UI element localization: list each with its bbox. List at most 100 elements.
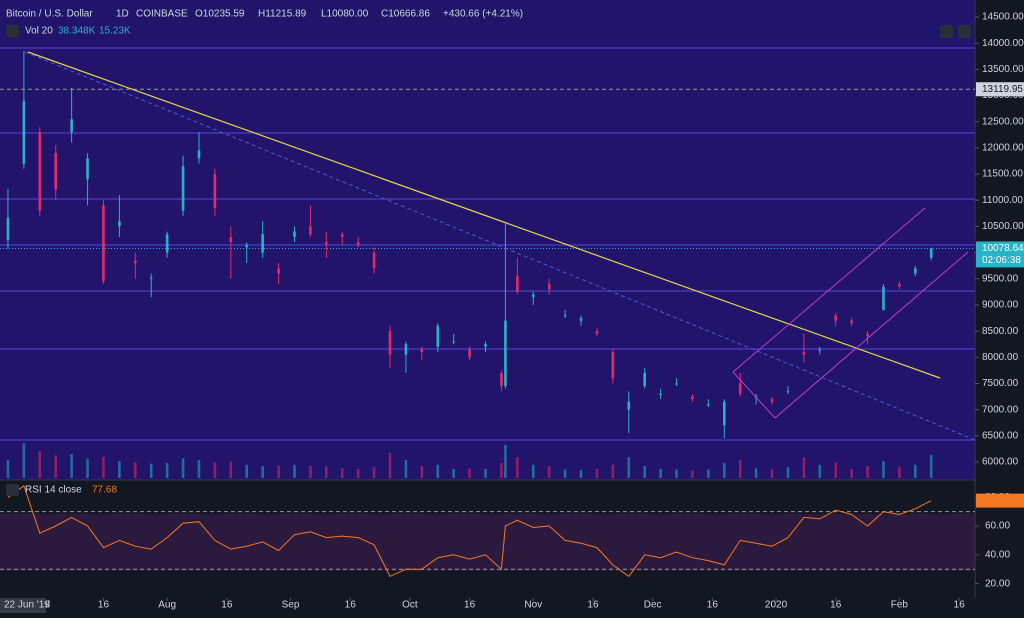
channel-edge [732,371,776,419]
volume-bar [134,462,137,478]
crosshair-date-box [0,598,46,613]
channel-upper [732,207,926,373]
volume-bar [707,469,710,478]
volume-bar [325,466,328,478]
volume-bar [643,466,646,478]
rsi-tag [976,493,1024,508]
x-tick-label: 16 [830,600,842,611]
y-tick-label: 6000.00 [982,457,1019,468]
y-tick-label: 9000.00 [982,300,1019,311]
volume-bar [659,469,662,478]
candle-body [436,325,440,347]
y-tick-label: 7500.00 [982,378,1019,389]
candle-body [914,268,917,274]
volume-bar [22,443,26,478]
volume-bar [181,458,185,478]
trendline-dashed [24,51,976,441]
y-tick-label: 11500.00 [982,169,1023,180]
volume-bar [850,469,853,478]
x-tick-label: 16 [954,600,966,611]
volume-bar [372,467,376,478]
x-tick-label: 2020 [765,600,788,611]
volume-bar [356,469,360,478]
y-tick-label: 11000.00 [982,195,1023,206]
volume-bar [914,464,917,478]
volume-bar [118,461,121,478]
volume-bar [277,465,280,478]
collapse-button[interactable] [6,484,19,496]
interval: 1D [116,9,129,20]
x-tick-label: Nov [524,600,542,611]
volume-bar [6,460,10,478]
candle-body [929,248,933,258]
candle-body [500,373,503,387]
volume-bar [504,445,507,478]
candle-body [504,320,507,387]
candle-body [659,393,662,395]
candle-body [707,404,710,406]
ohlc: H11215.89 [258,9,307,20]
candle-body [372,252,376,269]
change: +430.66 (+4.21%) [443,9,523,20]
candle-body [691,396,694,400]
candle-body [531,294,535,298]
collapse-button[interactable] [6,25,19,37]
volume-bar [547,466,551,478]
y-tick-label: 10500.00 [982,221,1024,232]
candle-body [643,373,646,387]
candle-body [325,242,328,245]
candle-body [6,217,10,241]
x-tick-label: Oct [402,600,418,611]
level-label: 13119.95 [982,84,1023,95]
y-tick-label: 12000.00 [982,143,1024,154]
y-tick-label: 14000.00 [982,38,1024,49]
candle-body [866,333,869,337]
x-tick-label: Dec [644,600,662,611]
candle-body [770,399,774,402]
volume-bar [882,461,885,478]
candle-body [850,320,853,324]
volume-bar [818,464,822,478]
last-price-tag [976,241,1024,268]
volume-bar [563,469,567,478]
candle-body [277,268,280,274]
candle-body [420,349,424,353]
y-tick-label: 8000.00 [982,352,1019,363]
x-tick-label: Sep [282,600,300,611]
x-tick-label: 16 [98,600,110,611]
candle-body [818,349,822,351]
price-pane [0,0,975,480]
volume-bar [484,469,487,478]
y-tick-label: 13500.00 [982,64,1024,75]
y-tick-label: 40.00 [985,549,1010,560]
candle-body [165,234,169,253]
x-tick-label: 16 [464,600,476,611]
rsi-band [0,514,975,571]
volume-bar [149,463,153,478]
candle-body [86,158,89,180]
volume-bar [929,454,933,478]
trendline [27,51,941,379]
candle-body [404,344,408,355]
volume-bar [54,455,58,478]
volume-bar [213,462,217,478]
scroll-button[interactable] [940,25,953,38]
volume-bar [245,464,249,478]
volume-bar [468,468,471,478]
volume-value: 38.348K [58,26,96,37]
settings-button[interactable] [958,25,971,38]
candle-body [229,236,233,243]
volume-bar [309,466,312,478]
volume-bar [420,466,424,478]
x-tick-label: 16 [345,600,357,611]
volume-bar [754,468,758,478]
volume-bar [531,464,535,478]
volume-bar [404,460,408,478]
candle-body [675,383,678,385]
candle-body [118,221,121,227]
channel-lower [774,251,969,419]
volume-bar [579,470,583,478]
ohlc: O10235.59 [195,9,245,20]
volume-bar [229,461,233,478]
